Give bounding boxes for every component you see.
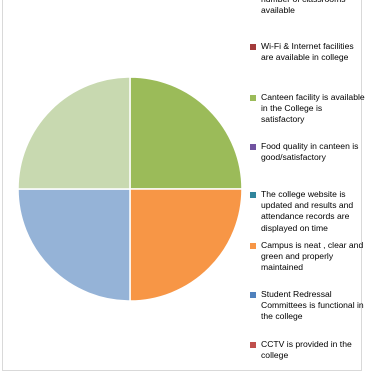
legend-label-2: Canteen facility is available in the Col… — [261, 92, 365, 125]
pie-slice-4 — [129, 188, 243, 302]
pie-slice-7 — [17, 76, 131, 190]
legend-swatch-3 — [250, 144, 256, 150]
legend-swatch-7 — [250, 342, 256, 348]
legend-swatch-5 — [250, 243, 256, 249]
legend-label-0: number of classrooms available — [261, 0, 346, 16]
legend-swatch-1 — [250, 44, 256, 50]
legend-label-3: Food quality in canteen is good/satisfac… — [261, 141, 359, 163]
legend-label-6: Student Redressal Committees is function… — [261, 289, 364, 322]
legend-label-7: CCTV is provided in the college — [261, 339, 352, 361]
legend-label-1: Wi-Fi & Internet facilities are availabl… — [261, 41, 354, 63]
legend-swatch-4 — [250, 192, 256, 198]
legend-swatch-6 — [250, 292, 256, 298]
pie-slice-5 — [17, 188, 131, 302]
legend-label-5: Campus is neat , clear and green and pro… — [261, 240, 364, 273]
pie-slice-1 — [129, 76, 243, 190]
legend-label-4: The college website is updated and resul… — [261, 189, 354, 233]
legend-swatch-2 — [250, 95, 256, 101]
